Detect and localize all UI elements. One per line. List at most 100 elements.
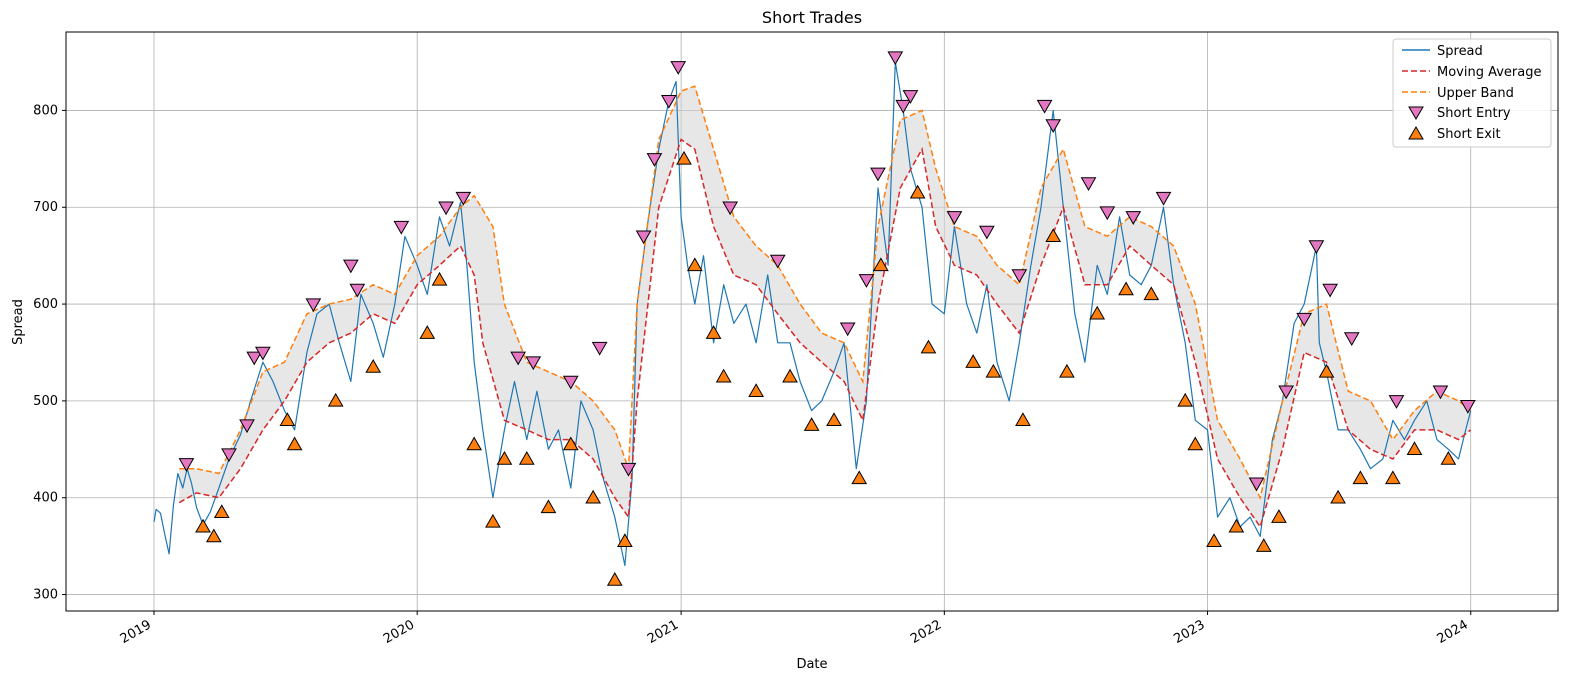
short-exit-marker — [485, 513, 501, 528]
short-entry-marker — [858, 274, 875, 288]
legend-swatch-short-entry — [1408, 106, 1424, 120]
y-tick-label: 400 — [33, 491, 58, 506]
short-entry-marker — [255, 346, 271, 361]
short-entry-marker — [722, 201, 739, 216]
short-exit-marker — [466, 436, 483, 451]
short-exit-marker — [1015, 412, 1031, 427]
trade-markers — [178, 51, 1476, 586]
short-entry-marker — [646, 153, 663, 167]
short-entry-marker — [946, 211, 963, 225]
short-exit-marker — [782, 368, 798, 383]
short-entry-marker — [839, 322, 856, 337]
legend-box — [1392, 38, 1552, 148]
short-exit-marker — [1143, 286, 1160, 301]
short-entry-marker — [887, 51, 904, 66]
y-axis-ticks: 300 400 500 600 700 800 — [33, 103, 66, 603]
short-exit-marker — [518, 450, 535, 465]
short-exit-marker — [826, 412, 842, 427]
short-entry-marker — [1099, 206, 1116, 221]
short-exit-marker — [286, 436, 303, 451]
y-tick-label: 300 — [33, 588, 58, 603]
legend-label-short-entry: Short Entry — [1437, 106, 1511, 121]
short-exit-marker — [279, 412, 296, 427]
short-exit-marker — [705, 325, 722, 339]
short-entry-marker — [438, 201, 454, 216]
short-exit-marker — [1089, 305, 1106, 320]
short-entry-marker — [1125, 211, 1142, 225]
short-exit-marker — [1406, 441, 1423, 456]
short-entry-marker — [393, 220, 410, 235]
short-entry-marker — [305, 298, 322, 313]
short-entry-marker — [562, 375, 579, 390]
short-exit-marker — [562, 436, 579, 451]
short-entry-marker — [246, 351, 263, 366]
short-entry-marker — [1155, 191, 1172, 206]
short-entry-marker — [660, 94, 677, 109]
short-exit-marker — [686, 257, 703, 272]
short-entry-marker — [591, 341, 608, 356]
short-exit-marker — [676, 150, 692, 165]
short-exit-marker — [1440, 450, 1457, 465]
y-tick-label: 800 — [33, 103, 58, 118]
short-entry-marker — [1278, 385, 1294, 400]
y-tick-label: 700 — [33, 200, 58, 215]
short-entry-marker — [620, 462, 637, 477]
x-axis-label: Date — [796, 657, 827, 672]
short-exit-marker — [1177, 392, 1194, 407]
short-exit-marker — [213, 504, 230, 518]
short-exit-marker — [1271, 509, 1287, 523]
chart-title: Short Trades — [762, 8, 862, 27]
short-entry-marker — [349, 283, 366, 298]
short-entry-marker — [1388, 395, 1405, 409]
short-entry-marker — [895, 99, 912, 114]
spread-line — [153, 61, 1472, 567]
short-exit-marker — [909, 184, 926, 199]
short-exit-marker — [715, 368, 732, 383]
short-exit-marker — [1255, 538, 1272, 552]
short-exit-marker — [205, 528, 222, 543]
short-entry-marker — [1080, 177, 1097, 192]
legend-label-spread: Spread — [1437, 44, 1483, 59]
short-entry-marker — [1432, 385, 1449, 400]
short-exit-marker — [1352, 470, 1369, 485]
short-entry-marker — [979, 225, 995, 240]
short-exit-marker — [1045, 228, 1062, 243]
short-entry-marker — [1308, 240, 1325, 254]
chart-legend: Spread Moving Average Upper Band Short E… — [1392, 38, 1552, 148]
short-entry-marker — [1045, 119, 1062, 133]
short-exit-marker — [1118, 281, 1134, 296]
short-exit-marker — [1330, 489, 1346, 504]
short-entry-marker — [1343, 332, 1360, 346]
short-entry-marker — [635, 230, 652, 245]
legend-label-short-exit: Short Exit — [1437, 127, 1501, 142]
short-exit-marker — [920, 339, 937, 354]
short-entry-marker — [670, 61, 687, 75]
short-entry-marker — [510, 351, 527, 366]
short-entry-marker — [1248, 477, 1265, 492]
legend-label-moving-average: Moving Average — [1437, 65, 1541, 80]
short-entry-marker — [902, 90, 919, 104]
y-tick-label: 600 — [33, 297, 58, 312]
short-exit-marker — [327, 392, 344, 407]
short-entry-marker — [1036, 99, 1053, 114]
short-exit-marker — [748, 383, 764, 397]
plot-area-frame — [65, 31, 1559, 612]
y-axis-label: Spread — [11, 299, 26, 345]
short-exit-marker — [851, 470, 868, 485]
short-exit-marker — [585, 489, 602, 504]
short-entry-marker — [525, 356, 542, 371]
short-entry-marker — [870, 167, 886, 182]
short-exit-marker — [965, 354, 982, 368]
moving-average-line — [178, 138, 1472, 529]
short-entry-marker — [221, 448, 237, 463]
short-exit-marker — [617, 533, 633, 548]
short-exit-marker — [803, 417, 820, 431]
y-tick-label: 500 — [33, 394, 58, 409]
short-exit-marker — [873, 257, 889, 272]
short-exit-marker — [540, 499, 557, 514]
short-entry-marker — [455, 191, 472, 206]
legend-swatch-short-exit — [1408, 126, 1424, 140]
legend-label-upper-band: Upper Band — [1437, 86, 1514, 101]
